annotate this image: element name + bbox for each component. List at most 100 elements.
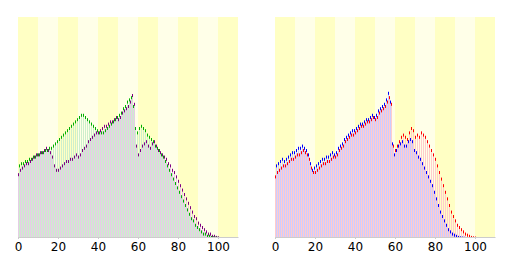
- bar-cap: [419, 136, 420, 139]
- bar: [353, 134, 354, 237]
- bar-cap: [459, 226, 460, 229]
- bar: [162, 153, 163, 237]
- bar: [155, 145, 156, 237]
- bar-cap: [453, 215, 454, 218]
- bar-cap: [301, 151, 302, 154]
- bar-cap: [387, 101, 388, 104]
- bar: [161, 153, 162, 237]
- bar: [33, 156, 34, 237]
- bar-cap: [115, 118, 116, 121]
- bar-cap: [339, 149, 340, 152]
- bar-cap: [210, 233, 211, 236]
- bar-cap: [54, 164, 55, 167]
- bar-cap: [286, 158, 287, 161]
- bar: [217, 236, 218, 237]
- bar: [198, 222, 199, 237]
- bar: [452, 233, 453, 237]
- band: [375, 17, 395, 237]
- bar-cap: [360, 123, 361, 126]
- x-tick: 20: [308, 237, 323, 254]
- bar-cap: [112, 120, 113, 123]
- bar: [200, 224, 201, 237]
- bar: [151, 138, 152, 237]
- bar-cap: [64, 162, 65, 165]
- bar-cap: [314, 167, 315, 170]
- bar: [87, 118, 88, 237]
- bar-cap: [403, 134, 404, 137]
- bar-cap: [380, 107, 381, 110]
- bar-cap: [170, 164, 171, 167]
- bar-cap: [103, 131, 104, 134]
- bar-cap: [130, 101, 131, 104]
- bar: [355, 131, 356, 237]
- bar: [190, 206, 191, 237]
- x-tick: 0: [15, 237, 23, 254]
- bar-cap: [194, 215, 195, 218]
- bar-cap: [421, 131, 422, 134]
- bar-cap: [129, 98, 130, 101]
- bar-cap: [88, 140, 89, 143]
- bar: [66, 160, 67, 237]
- bar-cap: [332, 151, 333, 154]
- bar-cap: [208, 233, 209, 236]
- bar: [192, 211, 193, 237]
- bar: [440, 211, 441, 237]
- bar-cap: [353, 134, 354, 137]
- bar: [203, 233, 204, 237]
- bar: [137, 131, 138, 237]
- bar: [216, 236, 217, 237]
- band: [415, 17, 435, 237]
- bar: [332, 151, 333, 237]
- bar-cap: [451, 211, 452, 214]
- bar-cap: [276, 164, 277, 167]
- bar: [456, 235, 457, 237]
- bar-cap: [330, 153, 331, 156]
- bar-cap: [26, 162, 27, 165]
- bar-cap: [315, 171, 316, 174]
- bar-cap: [80, 153, 81, 156]
- bar: [108, 123, 109, 237]
- bar-cap: [378, 109, 379, 112]
- x-tick-label: 40: [348, 240, 363, 254]
- bar-cap: [178, 180, 179, 183]
- bar-cap: [199, 228, 200, 231]
- bar: [204, 228, 205, 237]
- bar: [82, 149, 83, 237]
- bar-cap: [68, 160, 69, 163]
- bar: [326, 156, 327, 237]
- bar: [411, 127, 412, 237]
- bar: [288, 156, 289, 237]
- bar: [142, 145, 143, 237]
- bar: [189, 213, 190, 237]
- bar-cap: [43, 151, 44, 154]
- bar: [51, 147, 52, 237]
- bar: [351, 134, 352, 237]
- bar-cap: [436, 197, 437, 200]
- bar: [52, 156, 53, 237]
- bar-cap: [83, 114, 84, 117]
- bar: [186, 197, 187, 237]
- background-bands: [18, 17, 238, 237]
- bar: [26, 162, 27, 237]
- bar: [363, 125, 364, 237]
- bar: [320, 160, 321, 237]
- band: [78, 17, 98, 237]
- bar: [73, 123, 74, 237]
- bar-cap: [152, 142, 153, 145]
- bar-cap: [386, 98, 387, 101]
- band: [118, 17, 138, 237]
- bar-cap: [108, 123, 109, 126]
- bar-cap: [420, 158, 421, 161]
- bar: [92, 136, 93, 237]
- bar: [106, 125, 107, 237]
- bar: [319, 167, 320, 237]
- bar-cap: [374, 116, 375, 119]
- bar: [141, 125, 142, 237]
- bar: [454, 234, 455, 237]
- bar: [468, 237, 469, 238]
- bar-cap: [28, 162, 29, 165]
- bar-cap: [204, 228, 205, 231]
- bar-cap: [169, 169, 170, 172]
- bar: [382, 105, 383, 237]
- bar: [209, 235, 210, 237]
